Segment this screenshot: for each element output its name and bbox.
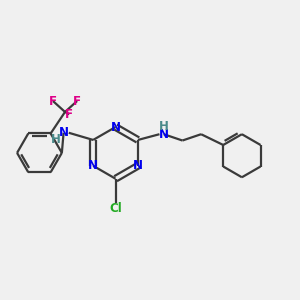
Text: N: N — [159, 128, 169, 141]
Text: N: N — [58, 126, 69, 139]
Text: N: N — [88, 159, 98, 172]
Text: F: F — [49, 94, 57, 107]
Text: H: H — [51, 134, 61, 146]
Text: F: F — [65, 108, 73, 121]
Text: Cl: Cl — [109, 202, 122, 215]
Text: H: H — [159, 120, 169, 133]
Text: F: F — [73, 94, 81, 107]
Text: N: N — [110, 121, 121, 134]
Text: N: N — [133, 159, 143, 172]
